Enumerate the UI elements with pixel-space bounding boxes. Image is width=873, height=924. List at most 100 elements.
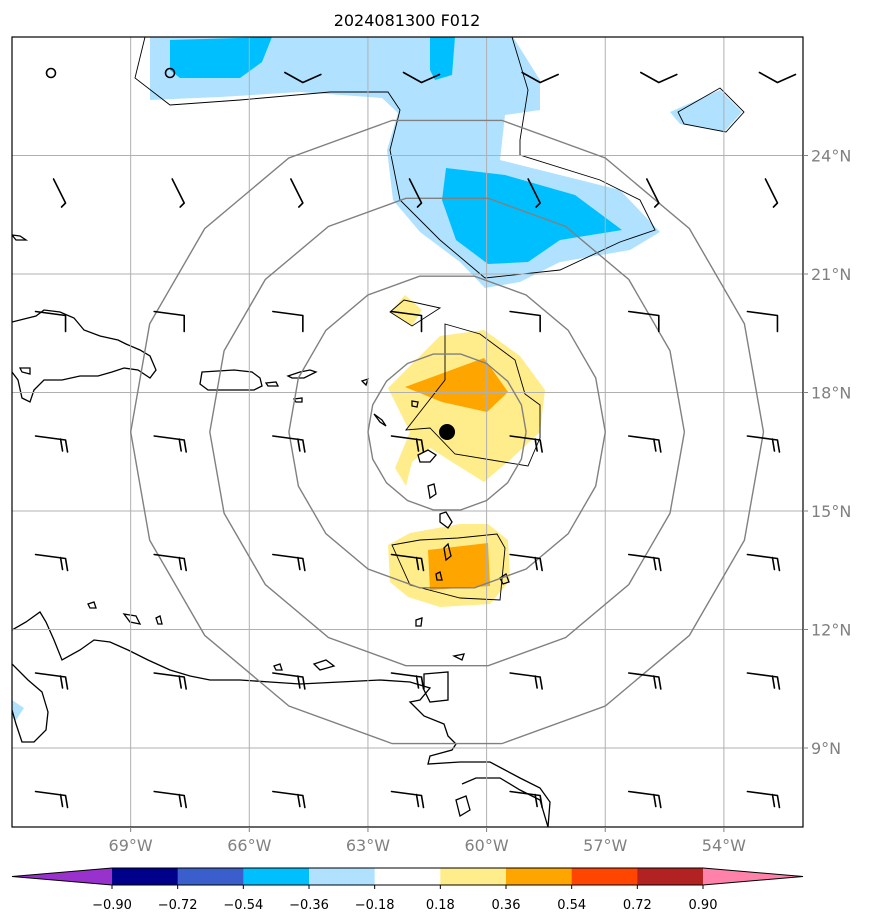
colorbar-tick-label: −0.54 (223, 898, 263, 913)
coast-leeward-2 (373, 413, 387, 427)
map-area (12, 37, 803, 827)
wind-barb (509, 553, 543, 572)
coast-guadeloupe (417, 449, 437, 463)
coast-leeward-1 (360, 377, 370, 387)
range-ring (129, 119, 765, 745)
wind-barbs (34, 71, 797, 809)
colorbar-segment (112, 868, 179, 885)
x-tick-label: 69°W (109, 836, 153, 855)
wind-barb (272, 310, 304, 333)
shaded-regions (12, 37, 742, 720)
wind-barb (52, 178, 67, 208)
y-tick-label: 18°N (811, 384, 851, 403)
wind-barb (509, 790, 543, 809)
colorbar-segment (506, 868, 573, 885)
wind-barb (171, 178, 185, 208)
coast-puerto-rico (199, 369, 263, 391)
colorbar-tick-label: 0.18 (426, 898, 455, 913)
contour-lines (134, 37, 745, 601)
colorbar-segment (243, 868, 310, 885)
range-ring (209, 197, 686, 667)
wind-barb (272, 553, 306, 572)
colorbar-tick-label: 0.90 (689, 898, 718, 913)
wind-barb (290, 178, 304, 208)
colorbar-extend-low (12, 868, 112, 885)
wind-barb (390, 435, 425, 453)
y-tick-label: 21°N (811, 265, 851, 284)
wind-barb (746, 553, 781, 572)
colorbar-segment (177, 868, 244, 885)
x-tick-label: 54°W (702, 836, 746, 855)
colorbar-segment (571, 868, 638, 885)
wind-barb (34, 435, 69, 453)
yellow-region-top (390, 295, 422, 326)
wind-barb (153, 310, 185, 333)
wind-barb (390, 672, 425, 690)
wind-barb (746, 672, 781, 690)
contour-south (391, 533, 506, 601)
wind-barb (628, 672, 662, 690)
wind-barb (390, 310, 423, 333)
wind-barb (640, 71, 678, 84)
wind-barb (509, 672, 543, 690)
wind-barb (764, 178, 779, 208)
yellow-region-central (388, 330, 545, 486)
orange-region-central (405, 358, 508, 412)
wind-barb (746, 310, 779, 333)
contour-east (677, 87, 745, 133)
range-ring (288, 275, 606, 589)
wind-barb (34, 310, 67, 333)
wind-barb (628, 310, 660, 333)
x-tick-label: 57°W (583, 836, 627, 855)
coast-st-lucia (443, 542, 452, 562)
wind-barb (153, 435, 187, 453)
colorbar-tick-label: −0.18 (355, 898, 395, 913)
wind-barb (272, 672, 306, 690)
blue-region-north-small (430, 37, 455, 80)
coast-grenada (415, 617, 423, 627)
wind-barb (628, 553, 662, 572)
wind-barb (646, 178, 660, 208)
y-tick-label: 9°N (811, 739, 841, 758)
wind-barb (509, 435, 543, 453)
coast-guajira (12, 663, 49, 743)
coast-dominica (427, 483, 437, 500)
colorbar-tick-label: 0.72 (623, 898, 652, 913)
wind-barb (521, 71, 559, 84)
y-tick-label: 12°N (811, 621, 851, 640)
coast-hispaniola (12, 309, 157, 403)
wind-barb (390, 790, 425, 809)
calm-marker (164, 67, 176, 79)
coast-margarita (273, 659, 336, 671)
coast-islands-small-2 (286, 369, 318, 379)
light-blue-region-west (12, 700, 24, 720)
range-ring (367, 353, 527, 511)
contour-north (134, 37, 656, 279)
wind-barb (746, 790, 781, 809)
wind-barb (628, 435, 662, 453)
wind-barb (628, 790, 662, 809)
y-tick-label: 15°N (811, 502, 851, 521)
colorbar-tick-label: −0.90 (92, 898, 132, 913)
colorbar-tick-label: −0.72 (158, 898, 198, 913)
colorbar-tick-label: 0.36 (492, 898, 521, 913)
wind-barb (527, 178, 541, 208)
coast-venezuela (12, 611, 551, 827)
wind-barb (34, 790, 69, 809)
contour-top-small (389, 299, 442, 327)
wind-barb (758, 71, 797, 84)
coast-leeward-3 (411, 400, 419, 408)
coast-aruba-curacao (87, 601, 163, 625)
map-frame (11, 36, 804, 828)
calm-marker (45, 67, 57, 79)
coastlines (12, 234, 551, 827)
x-axis: 69°W 66°W 63°W 60°W 57°W 54°W (109, 827, 746, 855)
wind-barb (272, 790, 306, 809)
colorbar-segment (374, 868, 441, 885)
coast-martinique (439, 511, 453, 529)
wind-barb (408, 178, 423, 208)
wind-barb (509, 310, 541, 333)
wind-barb (34, 672, 69, 690)
range-rings (129, 119, 765, 745)
storm-center-marker (439, 424, 456, 440)
